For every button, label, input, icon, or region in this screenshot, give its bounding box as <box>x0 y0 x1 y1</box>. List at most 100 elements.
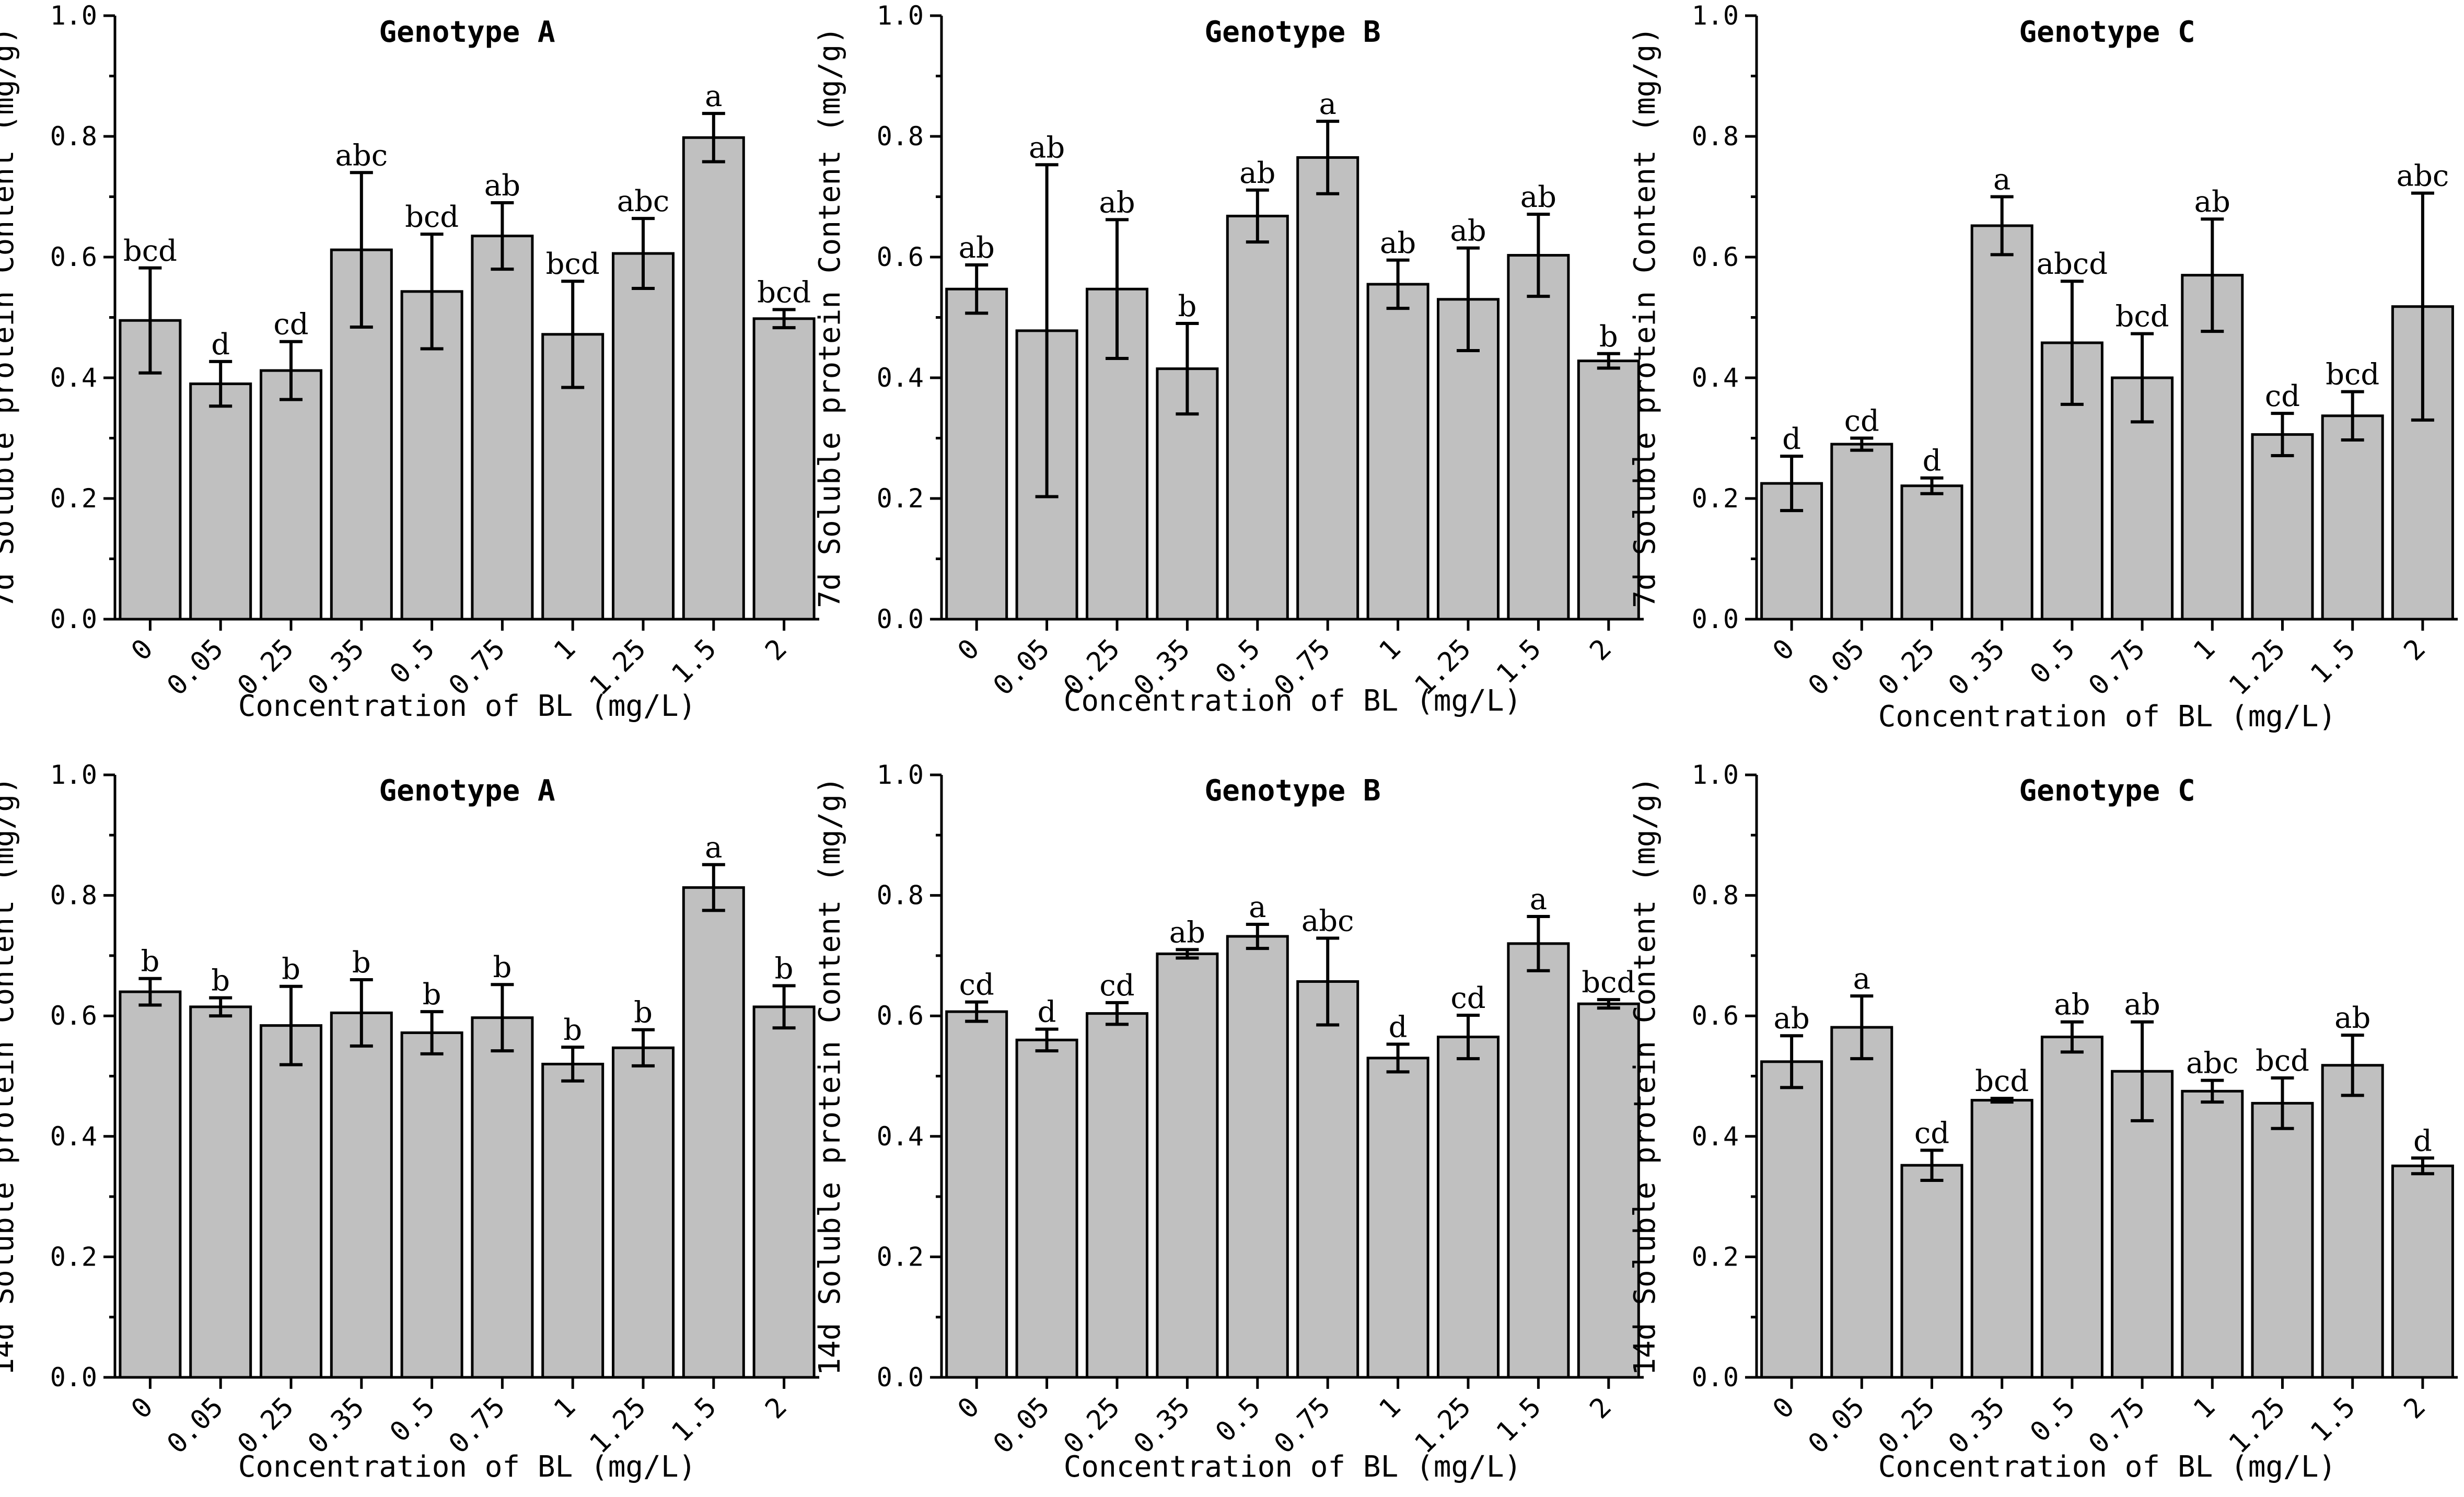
significance-label: a <box>1993 163 2010 197</box>
y-tick-label: 1.0 <box>877 1 924 31</box>
x-tick-label: 0.05 <box>1803 1391 1871 1460</box>
y-tick-label: 0.0 <box>50 604 97 634</box>
significance-label: d <box>211 328 230 362</box>
x-tick-label: 0.05 <box>987 1391 1056 1460</box>
significance-label: d <box>1038 995 1056 1029</box>
y-tick-label: 1.0 <box>50 1 97 31</box>
y-axis-title: 14d Soluble protein Content (mg/g) <box>1628 776 1662 1375</box>
y-tick-label: 0.2 <box>1692 1241 1739 1272</box>
bar <box>2040 1036 2103 1379</box>
significance-label: ab <box>2054 988 2090 1022</box>
x-tick-label: 1 <box>1373 1391 1407 1425</box>
significance-label: abc <box>2397 159 2449 193</box>
bar <box>2181 1089 2244 1379</box>
chart-title: Genotype B <box>1204 15 1380 49</box>
y-tick-label: 0.0 <box>50 1362 97 1392</box>
significance-label: cd <box>1450 981 1485 1015</box>
bar <box>2251 433 2314 621</box>
bar <box>119 319 182 621</box>
x-tick-label: 2 <box>2398 1391 2432 1425</box>
chart-panel-3: Genotype C 0.0 0.2 0.4 0.6 0.8 1.0 7d Soluble p… <box>1628 1 2458 734</box>
y-tick-label: 0.6 <box>877 1001 924 1031</box>
y-tick-label: 0.4 <box>1692 1121 1739 1152</box>
bar <box>471 235 534 621</box>
significance-label: ab <box>1380 226 1416 260</box>
significance-label: ab <box>959 231 995 265</box>
bar <box>330 1011 393 1379</box>
significance-label: cd <box>1844 404 1879 438</box>
significance-label: cd <box>1914 1116 1949 1150</box>
significance-label: cd <box>2265 379 2300 413</box>
y-tick-label: 0.2 <box>1692 483 1739 514</box>
significance-label: bcd <box>2326 358 2379 392</box>
chart-panel-6: Genotype C 0.0 0.2 0.4 0.6 0.8 1.0 14d Soluble … <box>1628 760 2458 1484</box>
y-tick-label: 0.4 <box>1692 363 1739 393</box>
x-axis-title: Concentration of BL (mg/L) <box>238 689 696 723</box>
x-tick-label: 0.5 <box>384 633 441 690</box>
y-tick-label: 0.8 <box>50 121 97 152</box>
y-axis-title: 14d Soluble protein Content (mg/g) <box>0 776 20 1375</box>
significance-label: ab <box>1169 915 1205 949</box>
significance-label: bcd <box>1582 966 1635 1000</box>
y-axis-title: 7d Soluble protein Content (mg/g) <box>813 27 847 608</box>
y-tick-label: 0.0 <box>877 604 924 634</box>
significance-label: bcd <box>2116 300 2169 334</box>
significance-label: d <box>2413 1124 2432 1158</box>
x-tick-label: 0.25 <box>1873 633 1941 702</box>
x-tick-label: 1.5 <box>1491 1391 1548 1448</box>
chart-title: Genotype A <box>379 774 555 808</box>
significance-label: abc <box>1301 904 1354 938</box>
y-axis-title: 7d Soluble protein Content (mg/g) <box>1628 27 1662 608</box>
significance-label: abc <box>2186 1047 2239 1081</box>
significance-label: b <box>634 996 653 1030</box>
x-tick-label: 0.05 <box>161 1391 229 1460</box>
bar <box>1830 1026 1893 1379</box>
bar <box>471 1016 534 1379</box>
x-tick-label: 2 <box>1584 1391 1618 1425</box>
x-tick-label: 0 <box>125 1391 159 1425</box>
significance-label: abc <box>335 138 388 172</box>
chart-panel-2: Genotype B 0.0 0.2 0.4 0.6 0.8 1.0 7d Soluble p… <box>813 1 1644 718</box>
bar <box>1507 254 1570 621</box>
x-axis-title: Concentration of BL (mg/L) <box>1064 1450 1522 1484</box>
y-tick-label: 0.6 <box>877 242 924 272</box>
chart-title: Genotype A <box>379 15 555 49</box>
chart-title: Genotype C <box>2019 774 2195 808</box>
x-tick-label: 1.5 <box>666 633 723 690</box>
x-tick-label: 0 <box>1767 633 1801 667</box>
bar <box>1437 1036 1500 1379</box>
significance-label: ab <box>2194 185 2230 219</box>
x-tick-label: 1 <box>2188 1391 2222 1425</box>
bar <box>119 990 182 1379</box>
x-tick-label: 0.5 <box>1210 633 1266 690</box>
significance-label: ab <box>1239 156 1275 190</box>
chart-panel-5: Genotype B 0.0 0.2 0.4 0.6 0.8 1.0 14d Soluble … <box>813 760 1644 1484</box>
x-axis-title: Concentration of BL (mg/L) <box>238 1450 696 1484</box>
significance-label: d <box>1389 1010 1408 1044</box>
y-tick-label: 0.6 <box>1692 242 1739 272</box>
x-tick-label: 0.05 <box>1803 633 1871 702</box>
y-tick-label: 0.8 <box>1692 880 1739 911</box>
significance-label: b <box>1178 289 1196 323</box>
significance-label: cd <box>1099 969 1134 1003</box>
x-tick-label: 1.25 <box>2223 633 2292 702</box>
bar <box>1296 980 1359 1379</box>
x-tick-label: 1 <box>548 633 582 667</box>
bar <box>612 1046 675 1379</box>
bar <box>189 1005 252 1379</box>
chart-panel-1: Genotype A 0.0 0.2 0.4 0.6 0.8 1.0 7d Soluble p… <box>0 1 819 723</box>
y-tick-label: 0.2 <box>877 1241 924 1272</box>
x-tick-label: 0 <box>125 633 159 667</box>
significance-label: b <box>563 1013 582 1047</box>
significance-label: ab <box>1450 214 1486 248</box>
bar <box>612 252 675 621</box>
significance-label: bcd <box>546 247 600 281</box>
y-axis-title: 7d Soluble protein Content (mg/g) <box>0 27 20 608</box>
bar <box>945 1010 1008 1379</box>
bar <box>1366 283 1429 621</box>
x-tick-label: 2 <box>2398 633 2432 667</box>
x-tick-label: 1 <box>1373 633 1407 667</box>
bar <box>1970 224 2033 621</box>
bar <box>682 886 745 1379</box>
